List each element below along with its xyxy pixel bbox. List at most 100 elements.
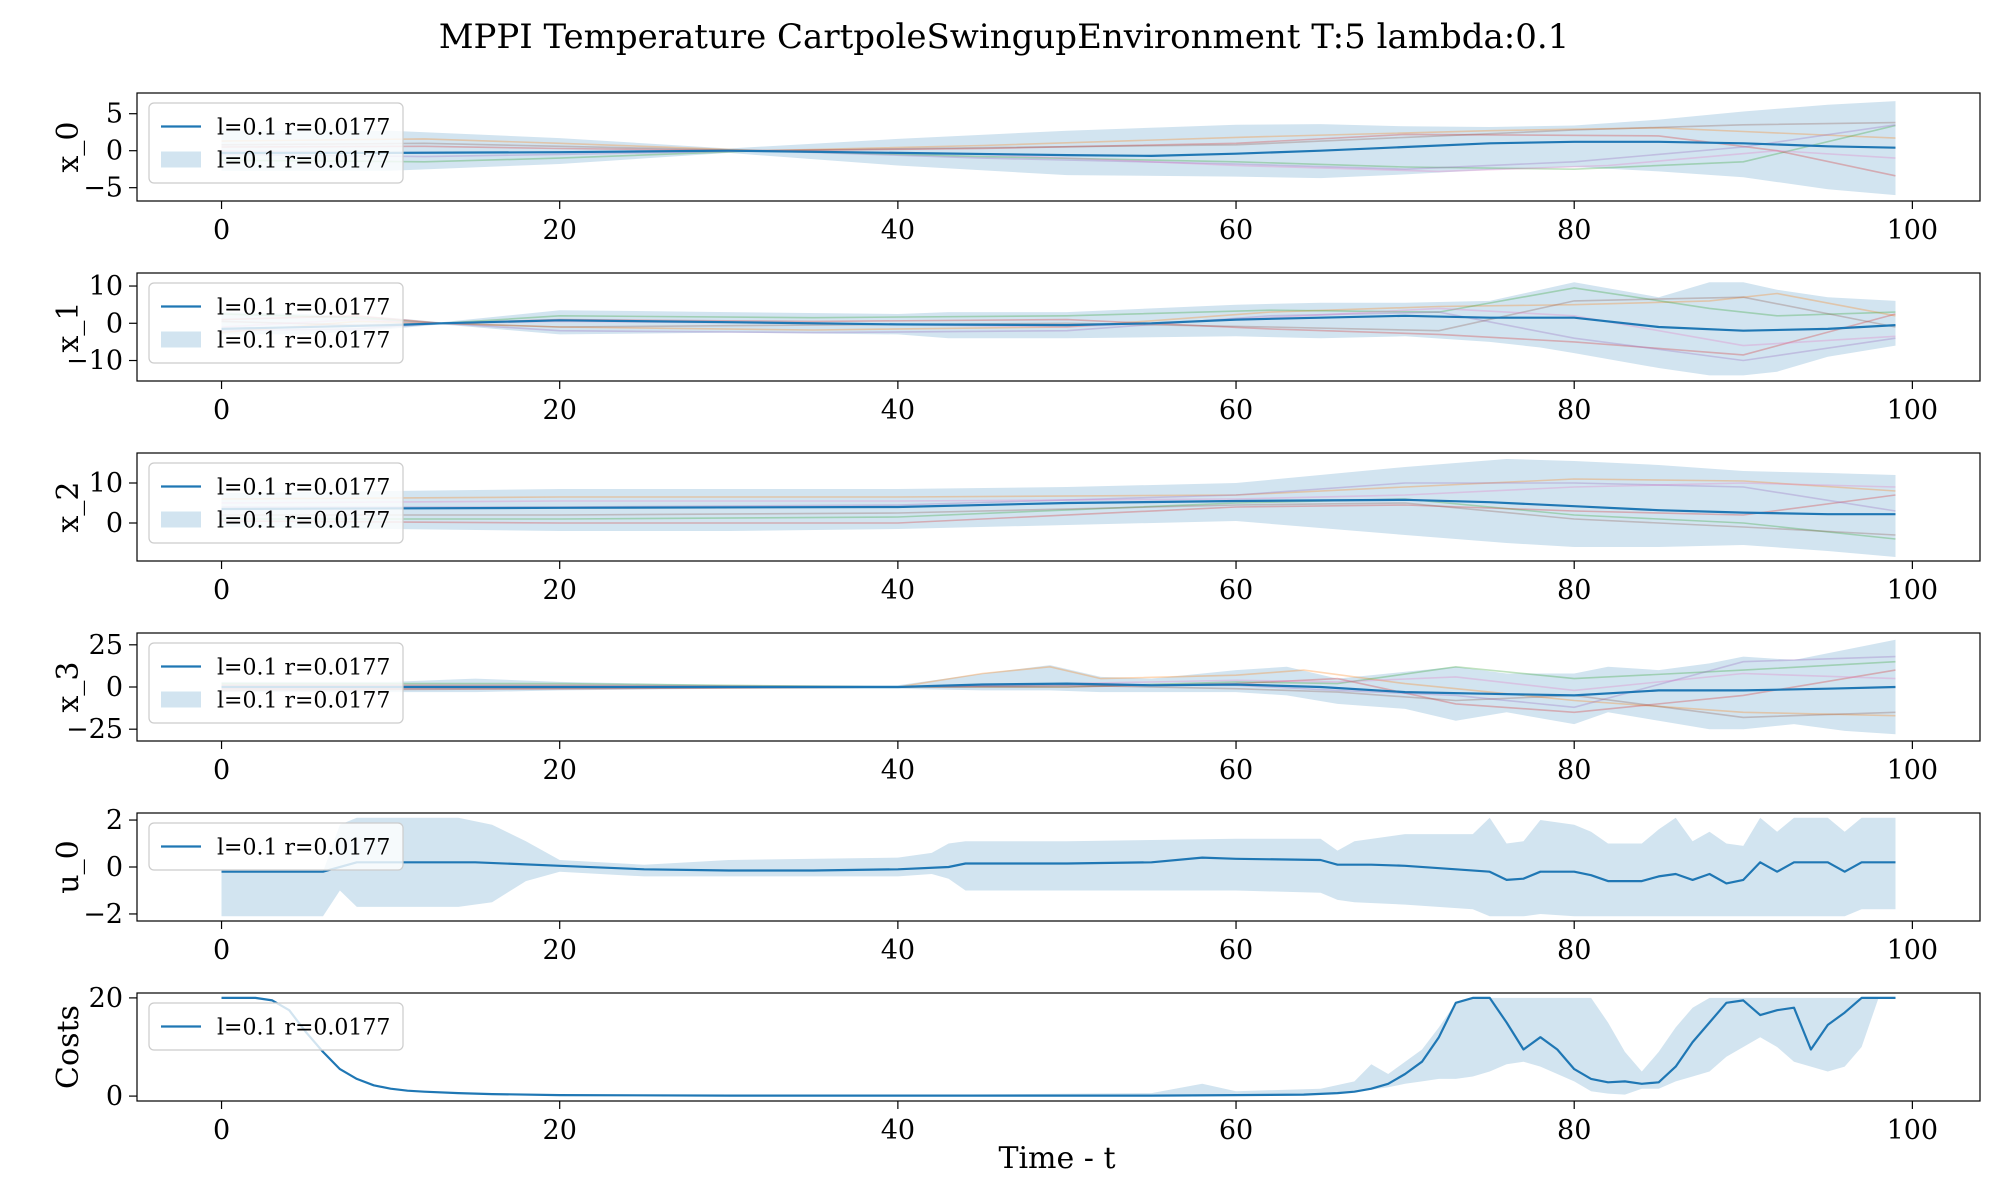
x-axis-label: Time - t (998, 1141, 1115, 1176)
sample-trajectory (221, 313, 1896, 356)
confidence-band (221, 997, 1896, 1096)
y-tick-label: 0 (106, 852, 123, 883)
legend-label: l=0.1 r=0.0177 (217, 329, 390, 354)
y-tick-label: 0 (106, 672, 123, 703)
mean-line (221, 140, 1896, 157)
axes-frame (136, 272, 1981, 382)
x-tick-label: 100 (1887, 575, 1939, 606)
legend-label: l=0.1 r=0.0177 (217, 296, 390, 321)
y-tick-label: 10 (89, 468, 123, 499)
sample-trajectory (221, 121, 1896, 152)
legend: l=0.1 r=0.0177 l=0.1 r=0.0177 (148, 102, 404, 184)
x-tick-label: 60 (1219, 575, 1253, 606)
legend-band-swatch (161, 331, 201, 348)
x-tick-label: 0 (213, 755, 230, 786)
legend-label: l=0.1 r=0.0177 (217, 836, 390, 861)
y-tick-label: 2 (106, 805, 123, 836)
subplot-4: 0 20 40 60 80 100 −2 0 2 u_0 l=0.1 r=0.0177 (51, 805, 1981, 966)
x-tick-label: 0 (213, 1115, 230, 1146)
sample-trajectory (221, 660, 1896, 688)
x-tick-label: 100 (1887, 395, 1939, 426)
legend-label: l=0.1 r=0.0177 (217, 1016, 390, 1041)
legend-label: l=0.1 r=0.0177 (217, 656, 390, 681)
x-tick-label: 40 (881, 575, 915, 606)
plot-area (221, 282, 1896, 376)
mean-line (221, 996, 1896, 1097)
x-tick-label: 80 (1557, 575, 1591, 606)
x-tick-label: 20 (543, 1115, 577, 1146)
plot-area (221, 996, 1896, 1097)
x-tick-label: 20 (543, 575, 577, 606)
x-tick-label: 0 (213, 395, 230, 426)
y-tick-label: 0 (106, 308, 123, 339)
confidence-band (221, 817, 1896, 917)
x-tick-label: 60 (1219, 1115, 1253, 1146)
legend: l=0.1 r=0.0177 (148, 1002, 404, 1051)
legend-box (148, 822, 404, 871)
y-tick-label: 25 (89, 630, 123, 661)
legend-label: l=0.1 r=0.0177 (217, 149, 390, 174)
x-tick-label: 100 (1887, 935, 1939, 966)
mean-line (221, 682, 1896, 697)
x-tick-label: 20 (543, 395, 577, 426)
y-tick-label: 10 (89, 271, 123, 302)
plot-area (221, 459, 1896, 557)
y-axis-label: x_1 (51, 301, 86, 352)
confidence-band (221, 459, 1896, 557)
legend: l=0.1 r=0.0177 (148, 822, 404, 871)
legend-box (148, 102, 404, 184)
x-tick-label: 60 (1219, 755, 1253, 786)
sample-trajectory (221, 287, 1896, 325)
x-tick-label: 20 (543, 755, 577, 786)
x-tick-label: 0 (213, 935, 230, 966)
y-axis-label: x_3 (51, 661, 86, 712)
y-tick-label: −10 (66, 346, 123, 377)
axes-frame (136, 92, 1981, 202)
y-axis-label: x_0 (51, 121, 86, 172)
sample-trajectory (221, 307, 1896, 347)
x-tick-label: 20 (543, 935, 577, 966)
x-tick-label: 100 (1887, 1115, 1939, 1146)
x-tick-label: 60 (1219, 395, 1253, 426)
figure-title: MPPI Temperature CartpoleSwingupEnvironm… (439, 17, 1570, 57)
x-tick-label: 40 (881, 935, 915, 966)
y-tick-label: 5 (106, 99, 123, 130)
y-tick-label: −25 (66, 714, 123, 745)
x-tick-label: 80 (1557, 755, 1591, 786)
legend-label: l=0.1 r=0.0177 (217, 116, 390, 141)
sample-trajectory (221, 124, 1896, 171)
y-axis-label: Costs (51, 1005, 86, 1089)
plot-area (221, 639, 1896, 735)
x-tick-label: 40 (881, 755, 915, 786)
sample-trajectory (221, 478, 1896, 500)
confidence-band (221, 101, 1896, 196)
plot-area (221, 817, 1896, 917)
mean-line (221, 498, 1896, 516)
legend-label: l=0.1 r=0.0177 (217, 509, 390, 534)
sample-trajectory (221, 482, 1896, 504)
legend-label: l=0.1 r=0.0177 (217, 476, 390, 501)
legend: l=0.1 r=0.0177 l=0.1 r=0.0177 (148, 642, 404, 724)
plot-area (221, 101, 1896, 196)
x-tick-label: 80 (1557, 935, 1591, 966)
legend-box (148, 462, 404, 544)
y-tick-label: −5 (83, 173, 123, 204)
x-tick-label: 20 (543, 215, 577, 246)
x-tick-label: 0 (213, 215, 230, 246)
axes-frame (136, 452, 1981, 562)
x-tick-label: 0 (213, 575, 230, 606)
confidence-band (221, 639, 1896, 735)
sample-trajectory (221, 494, 1896, 524)
legend: l=0.1 r=0.0177 l=0.1 r=0.0177 (148, 462, 404, 544)
legend-band-swatch (161, 691, 201, 708)
x-tick-label: 60 (1219, 215, 1253, 246)
y-tick-label: 0 (106, 508, 123, 539)
y-axis-label: x_2 (51, 481, 86, 532)
x-tick-label: 80 (1557, 395, 1591, 426)
